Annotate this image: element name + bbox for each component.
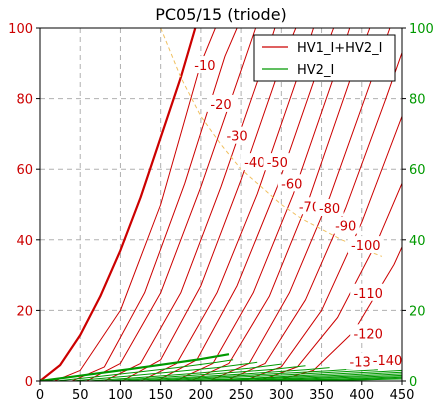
total-current-curve — [40, 28, 197, 381]
curve-label: -120 — [350, 324, 387, 342]
x-tick-label: 300 — [269, 388, 294, 403]
screen-current-curve — [156, 369, 378, 381]
screen-current-curve — [140, 368, 354, 381]
curve-label-text: -80 — [319, 202, 340, 217]
screen-current-curve — [208, 373, 402, 381]
y-left-tick-label: 60 — [16, 163, 33, 178]
curve-label: -30 — [223, 126, 252, 145]
curve-label-bg — [331, 216, 360, 234]
x-tick-label: 250 — [229, 388, 254, 403]
curve-label-text: -100 — [351, 239, 381, 254]
y-right-tick-label: 20 — [409, 304, 426, 319]
screen-current-curve — [104, 365, 306, 381]
curve-label-group: -10 -20 -30 -40 -50 -60 -70-80 -90 -100 -110 -120 -… — [190, 56, 406, 371]
axis-ticks: 0 50 100 150 200 250 300 350 400 4500204060801000… — [8, 22, 434, 403]
legend: HV1_I+HV2_I HV2_I — [253, 34, 396, 82]
dissipation-limit-curve — [160, 28, 383, 257]
curve-label: -90 — [331, 216, 360, 235]
curve-label: -40 — [240, 153, 269, 171]
curve-label: -100 — [347, 236, 384, 254]
curve-label-text: -120 — [353, 327, 383, 342]
screen-current-curve — [120, 367, 330, 381]
total-current-curve — [224, 52, 402, 381]
curve-label: -140 — [369, 350, 406, 369]
curve-label: -60 — [277, 174, 306, 192]
y-right-tick-label: 80 — [409, 93, 426, 108]
curve-label-text: -50 — [267, 156, 288, 171]
curve-label-bg — [346, 352, 375, 370]
y-left-tick-label: 20 — [16, 304, 33, 319]
curve-label-text: -30 — [226, 130, 247, 145]
curve-label-bg — [350, 283, 387, 301]
screen-current-curve — [224, 374, 402, 381]
curve-label: -50 — [263, 153, 292, 171]
screen-current-curve — [175, 369, 402, 381]
x-tick-label: 150 — [148, 388, 173, 403]
y-left-tick-label: 80 — [16, 93, 33, 108]
legend-label-screen: HV2_I — [297, 63, 334, 78]
y-left-tick-label: 100 — [8, 22, 33, 37]
curve-label: -20 — [207, 94, 235, 113]
screen-current-curve — [88, 363, 282, 381]
legend-label-total: HV1_I+HV2_I — [297, 41, 382, 56]
y-left-tick-label: 0 — [25, 375, 33, 390]
curve-label-bg — [315, 199, 344, 217]
x-tick-label: 0 — [36, 388, 44, 403]
x-tick-label: 400 — [349, 388, 374, 403]
x-tick-label: 200 — [188, 388, 213, 403]
x-tick-label: 50 — [72, 388, 89, 403]
curve-label-bg — [190, 56, 219, 74]
curve-label-bg — [277, 174, 306, 192]
screen-current-curve — [56, 359, 234, 381]
x-tick-label: 350 — [309, 388, 334, 403]
plot-frame — [39, 27, 403, 382]
curve-label: -10 — [190, 56, 219, 74]
curve-label-bg — [350, 324, 387, 342]
y-right-tick-label: 60 — [409, 163, 426, 178]
curve-label: -110 — [350, 283, 387, 302]
curve-label-text: -60 — [281, 177, 302, 192]
curve-label-text: -110 — [353, 287, 383, 302]
curve-label-bg — [347, 236, 384, 254]
total-current-curve — [86, 28, 257, 381]
curve-label-bg — [369, 350, 406, 368]
curve-label-text: -13 — [350, 356, 371, 371]
curve-label-bg — [240, 153, 269, 171]
curve-label-text: -140 — [373, 354, 403, 369]
x-tick-label: 100 — [108, 388, 133, 403]
x-tick-label: 450 — [390, 388, 415, 403]
y-right-tick-label: 0 — [409, 375, 417, 390]
curve-label-text: -20 — [210, 98, 231, 113]
total-current-curve — [242, 116, 402, 381]
curve-label-bg — [207, 94, 235, 112]
curve-label-text: -70 — [299, 200, 320, 215]
curve-label-text: -40 — [244, 156, 265, 171]
y-right-tick-label: 100 — [409, 22, 434, 37]
curve-label: -80 — [315, 199, 344, 217]
curve-label-bg — [223, 126, 252, 144]
legend-box — [253, 34, 396, 82]
screen-current-curve — [40, 353, 230, 381]
y-left-tick-label: 40 — [16, 234, 33, 249]
total-current-curve — [71, 28, 238, 381]
y-right-tick-label: 40 — [409, 234, 426, 249]
screen-current-curve — [191, 371, 402, 381]
chart-title: PC05/15 (triode) — [155, 5, 287, 24]
screen-current-curve — [72, 361, 258, 381]
curve-label-text: -90 — [335, 220, 356, 235]
curve-label: -13 — [346, 352, 375, 371]
curve-label-bg — [263, 153, 292, 171]
curve-label-text: -10 — [194, 59, 215, 74]
